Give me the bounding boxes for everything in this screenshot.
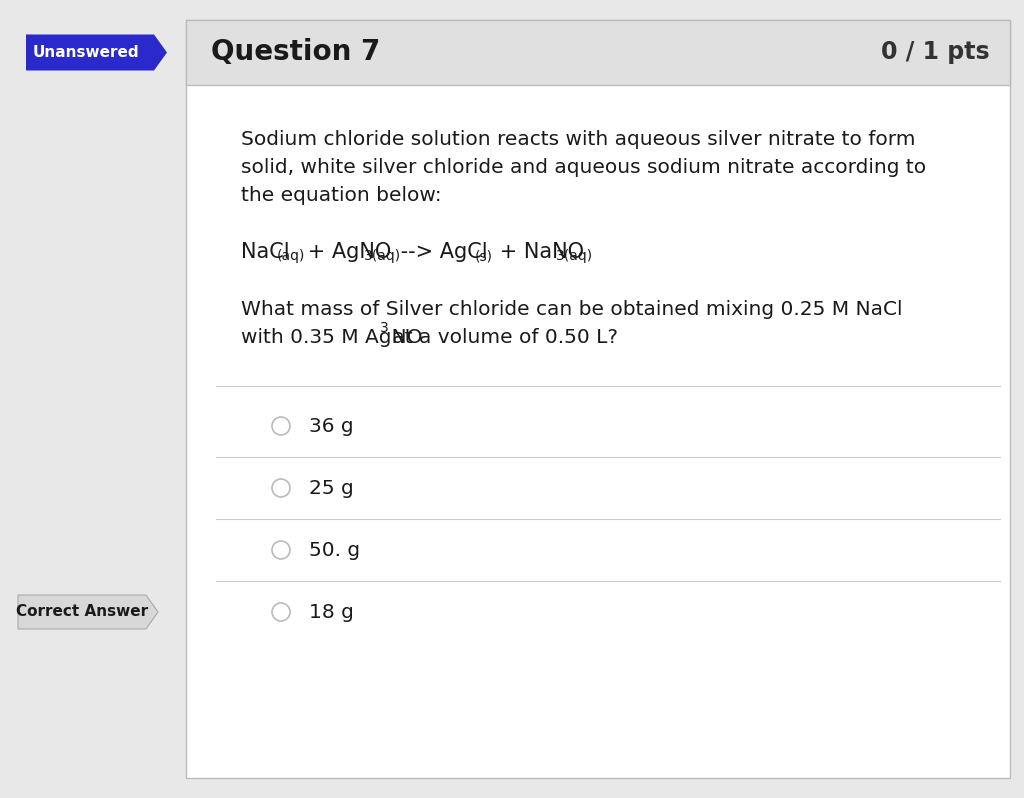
- Text: 3(aq): 3(aq): [364, 249, 401, 263]
- Circle shape: [272, 541, 290, 559]
- Circle shape: [272, 479, 290, 497]
- Text: Unanswered: Unanswered: [33, 45, 139, 60]
- FancyBboxPatch shape: [186, 20, 1010, 85]
- Text: 50. g: 50. g: [309, 540, 360, 559]
- Polygon shape: [18, 595, 158, 629]
- Text: 3: 3: [380, 321, 389, 335]
- Text: 36 g: 36 g: [309, 417, 353, 436]
- Text: Question 7: Question 7: [211, 38, 380, 66]
- Text: + NaNO: + NaNO: [493, 242, 584, 262]
- Text: solid, white silver chloride and aqueous sodium nitrate according to: solid, white silver chloride and aqueous…: [241, 158, 926, 177]
- Text: What mass of Silver chloride can be obtained mixing 0.25 M NaCl: What mass of Silver chloride can be obta…: [241, 300, 902, 319]
- Text: + AgNO: + AgNO: [301, 242, 391, 262]
- Text: Sodium chloride solution reacts with aqueous silver nitrate to form: Sodium chloride solution reacts with aqu…: [241, 130, 915, 149]
- Text: at a volume of 0.50 L?: at a volume of 0.50 L?: [386, 328, 618, 347]
- Text: --> AgCl: --> AgCl: [394, 242, 487, 262]
- FancyBboxPatch shape: [186, 20, 1010, 778]
- Text: 25 g: 25 g: [309, 479, 353, 497]
- Text: (s): (s): [475, 249, 493, 263]
- Text: 18 g: 18 g: [309, 602, 354, 622]
- Text: (aq): (aq): [278, 249, 305, 263]
- Circle shape: [272, 417, 290, 435]
- Text: NaCl: NaCl: [241, 242, 290, 262]
- Text: 3(aq): 3(aq): [556, 249, 593, 263]
- Circle shape: [272, 603, 290, 621]
- Text: with 0.35 M AgNO: with 0.35 M AgNO: [241, 328, 423, 347]
- Polygon shape: [26, 34, 167, 70]
- Text: 0 / 1 pts: 0 / 1 pts: [882, 41, 990, 65]
- Text: Correct Answer: Correct Answer: [16, 605, 148, 619]
- Text: the equation below:: the equation below:: [241, 186, 441, 205]
